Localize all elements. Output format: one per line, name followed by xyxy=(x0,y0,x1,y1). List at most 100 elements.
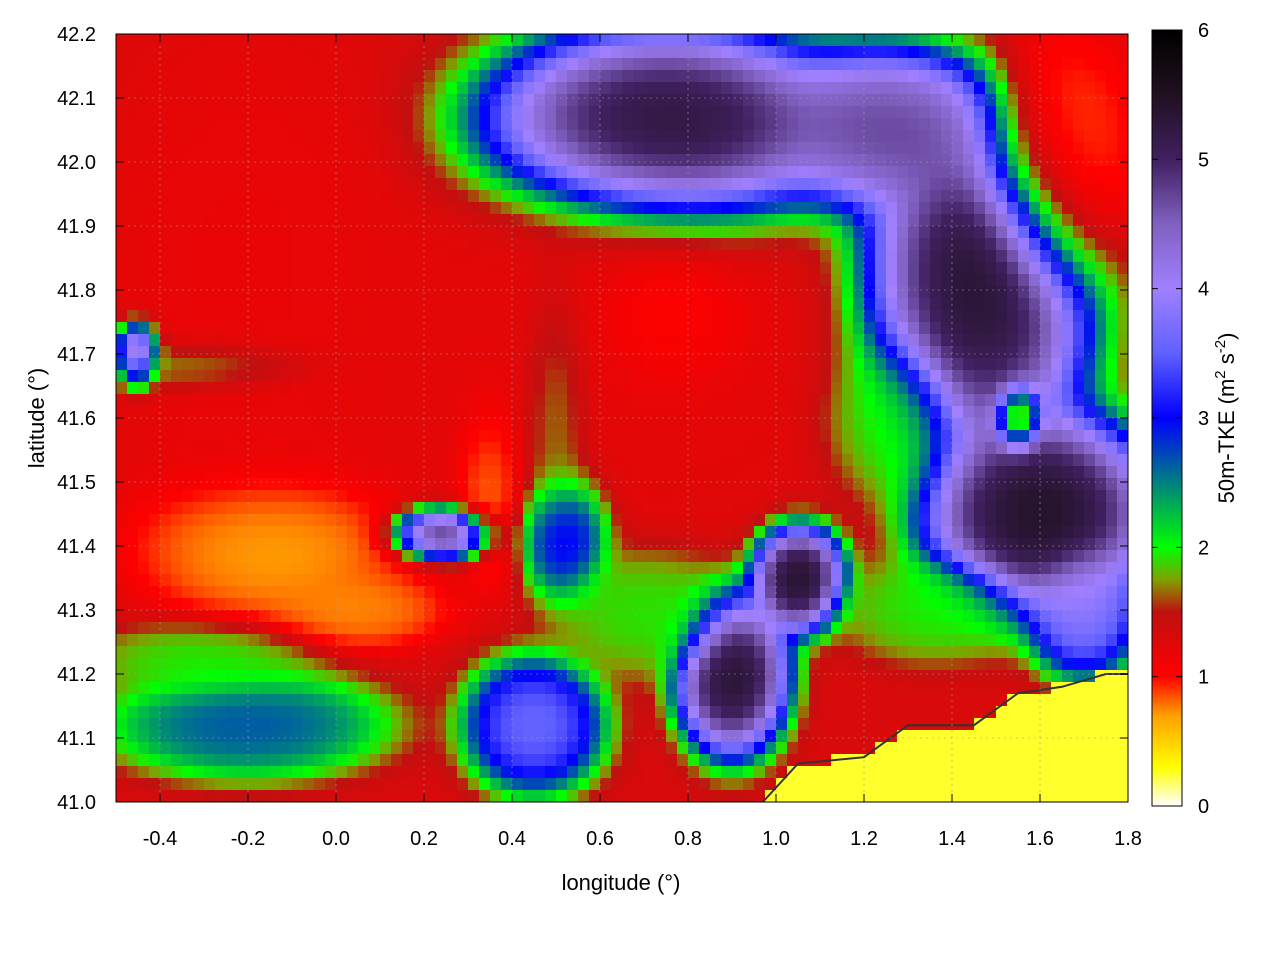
heat-cell xyxy=(886,706,898,719)
heat-cell xyxy=(149,142,161,155)
heat-cell xyxy=(820,610,832,623)
heat-cell xyxy=(633,514,645,527)
heat-cell xyxy=(677,46,689,59)
heat-cell xyxy=(963,574,975,587)
heat-cell xyxy=(688,226,700,239)
heat-cell xyxy=(600,70,612,83)
heat-cell xyxy=(149,370,161,383)
heat-cell xyxy=(666,550,678,563)
heat-cell xyxy=(303,742,315,755)
heat-cell xyxy=(512,394,524,407)
heat-cell xyxy=(325,298,337,311)
heat-cell xyxy=(842,250,854,263)
heat-cell xyxy=(897,238,909,251)
heat-cell xyxy=(776,418,788,431)
heat-cell xyxy=(897,502,909,515)
heat-cell xyxy=(435,34,447,47)
heat-cell xyxy=(523,670,535,683)
heat-cell xyxy=(171,334,183,347)
heat-cell xyxy=(512,34,524,47)
heat-cell xyxy=(831,118,843,131)
heat-cell xyxy=(633,70,645,83)
heat-cell xyxy=(501,574,513,587)
heat-cell xyxy=(325,274,337,287)
heat-cell xyxy=(666,526,678,539)
heat-cell xyxy=(413,406,425,419)
heat-cell xyxy=(424,106,436,119)
heat-cell xyxy=(226,490,238,503)
heat-cell xyxy=(314,46,326,59)
heat-cell xyxy=(446,418,458,431)
heat-cell xyxy=(710,478,722,491)
heat-cell xyxy=(930,334,942,347)
heat-cell xyxy=(457,178,469,191)
heat-cell xyxy=(391,502,403,515)
heat-cell xyxy=(611,454,623,467)
heat-cell xyxy=(644,94,656,107)
heat-cell xyxy=(864,346,876,359)
heat-cell xyxy=(457,586,469,599)
heat-cell xyxy=(611,778,623,791)
heat-cell xyxy=(270,586,282,599)
heat-cell xyxy=(952,154,964,167)
heat-cell xyxy=(116,418,128,431)
heat-cell xyxy=(457,214,469,227)
heat-cell xyxy=(633,766,645,779)
heat-cell xyxy=(226,706,238,719)
heat-cell xyxy=(875,118,887,131)
heat-cell xyxy=(589,574,601,587)
heat-cell xyxy=(655,538,667,551)
heat-cell xyxy=(116,274,128,287)
heat-cell xyxy=(435,694,447,707)
heat-cell xyxy=(193,358,205,371)
heat-cell xyxy=(369,730,381,743)
heat-cell xyxy=(908,310,920,323)
heat-cell xyxy=(435,742,447,755)
heat-cell xyxy=(226,634,238,647)
heat-cell xyxy=(215,562,227,575)
heat-cell xyxy=(226,598,238,611)
heat-cell xyxy=(567,610,579,623)
heat-cell xyxy=(567,466,579,479)
heat-cell xyxy=(468,178,480,191)
heat-cell xyxy=(358,454,370,467)
heat-cell xyxy=(314,526,326,539)
heat-cell xyxy=(600,442,612,455)
heat-cell xyxy=(765,646,777,659)
heat-cell xyxy=(798,226,810,239)
heat-cell xyxy=(644,214,656,227)
heat-cell xyxy=(842,238,854,251)
heat-cell xyxy=(468,34,480,47)
heat-cell xyxy=(809,334,821,347)
heat-cell xyxy=(369,286,381,299)
heat-cell xyxy=(468,490,480,503)
heat-cell xyxy=(204,334,216,347)
heat-cell xyxy=(589,490,601,503)
heat-cell xyxy=(633,106,645,119)
heat-cell xyxy=(677,154,689,167)
heat-cell xyxy=(435,754,447,767)
heat-cell xyxy=(237,250,249,263)
heat-cell xyxy=(941,70,953,83)
heat-cell xyxy=(468,790,480,802)
heat-cell xyxy=(193,166,205,179)
heat-cell xyxy=(831,478,843,491)
heat-cell xyxy=(270,82,282,95)
heat-cell xyxy=(347,610,359,623)
heat-cell xyxy=(270,286,282,299)
heat-cell xyxy=(699,430,711,443)
heat-cell xyxy=(754,82,766,95)
heat-cell xyxy=(490,298,502,311)
heat-cell xyxy=(160,478,172,491)
heat-cell xyxy=(721,358,733,371)
heat-cell xyxy=(875,154,887,167)
heat-cell xyxy=(248,442,260,455)
heat-cell xyxy=(127,646,139,659)
heat-cell xyxy=(281,166,293,179)
heat-cell xyxy=(281,610,293,623)
heat-cell xyxy=(677,766,689,779)
heat-cell xyxy=(567,178,579,191)
heat-cell xyxy=(446,298,458,311)
heat-cell xyxy=(281,790,293,802)
heat-cell xyxy=(622,502,634,515)
